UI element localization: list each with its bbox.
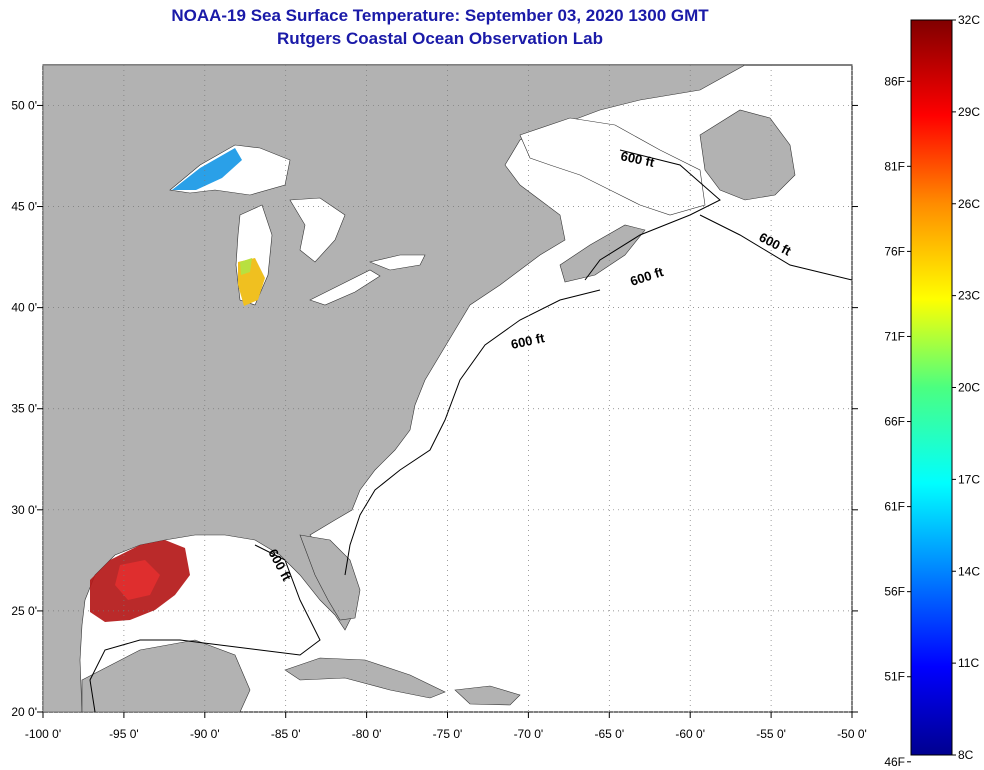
lat-tick-label: 40 0' bbox=[11, 301, 37, 315]
colorbar-label-f: 86F bbox=[884, 74, 905, 88]
land-hispaniola bbox=[454, 685, 521, 706]
colorbar-label-f: 56F bbox=[884, 585, 905, 599]
lon-tick-label: -100 0' bbox=[25, 727, 61, 741]
map-subtitle: Rutgers Coastal Ocean Observation Lab bbox=[277, 29, 603, 48]
lon-tick-label: -70 0' bbox=[514, 727, 544, 741]
lon-tick-label: -85 0' bbox=[271, 727, 301, 741]
land-newfoundland bbox=[699, 109, 796, 201]
lat-tick-label: 50 0' bbox=[11, 98, 37, 112]
contour-600ft-gulf bbox=[89, 544, 321, 712]
lon-tick-label: -55 0' bbox=[756, 727, 786, 741]
lat-tick-label: 20 0' bbox=[11, 705, 37, 719]
land-yucatan bbox=[81, 639, 251, 712]
lat-tick-label: 35 0' bbox=[11, 402, 37, 416]
lon-tick-label: -90 0' bbox=[190, 727, 220, 741]
lake-huron bbox=[289, 197, 346, 263]
colorbar-label-c: 26C bbox=[958, 197, 980, 211]
lake-ontario bbox=[369, 254, 426, 271]
colorbar-label-f: 61F bbox=[884, 500, 905, 514]
colorbar-label-c: 11C bbox=[958, 656, 979, 670]
colorbar-label-c: 32C bbox=[958, 13, 980, 27]
lat-tick-label: 45 0' bbox=[11, 200, 37, 214]
land-nova-scotia bbox=[559, 224, 646, 283]
lat-tick-label: 30 0' bbox=[11, 503, 37, 517]
colorbar-label-f: 71F bbox=[884, 329, 905, 343]
colorbar-labels: 32C 29C 26C 23C 20C 17C 14C 11C 8C 86F 81F 76F 71F 66… bbox=[884, 13, 980, 769]
map-title: NOAA-19 Sea Surface Temperature: Septemb… bbox=[171, 6, 709, 25]
lon-tick-label: -75 0' bbox=[433, 727, 463, 741]
colorbar bbox=[910, 19, 953, 756]
colorbar-label-c: 29C bbox=[958, 105, 980, 119]
lon-tick-label: -95 0' bbox=[109, 727, 139, 741]
lon-tick-label: -60 0' bbox=[675, 727, 705, 741]
lon-tick-label: -65 0' bbox=[594, 727, 624, 741]
colorbar-label-c: 14C bbox=[958, 564, 980, 578]
land-florida bbox=[299, 534, 361, 621]
colorbar-label-f: 46F bbox=[884, 755, 905, 769]
contour-label-newfoundland: 600 ft bbox=[619, 148, 656, 170]
colorbar-label-f: 66F bbox=[884, 415, 905, 429]
sst-gulf-speckle bbox=[115, 560, 160, 600]
lat-tick-label: 25 0' bbox=[11, 604, 37, 618]
colorbar-label-c: 20C bbox=[958, 381, 980, 395]
lon-tick-label: -80 0' bbox=[352, 727, 382, 741]
colorbar-label-f: 81F bbox=[884, 159, 905, 173]
lon-tick-label: -50 0' bbox=[837, 727, 867, 741]
sst-lake-superior bbox=[172, 148, 242, 190]
axis-ticks: -100 0' -95 0' -90 0' -85 0' -80 0' -75 0' -70… bbox=[11, 98, 866, 741]
colorbar-label-f: 76F bbox=[884, 244, 905, 258]
sst-lake-michigan-mid bbox=[240, 258, 252, 275]
water-gulf-st-lawrence bbox=[519, 117, 706, 216]
lake-erie bbox=[309, 269, 381, 306]
land-north-america bbox=[43, 65, 746, 712]
colorbar-label-c: 8C bbox=[958, 748, 974, 762]
colorbar-label-c: 23C bbox=[958, 289, 980, 303]
colorbar-label-c: 17C bbox=[958, 472, 980, 486]
contour-label-new-england: 600 ft bbox=[510, 330, 547, 352]
land-cuba bbox=[284, 657, 446, 699]
colorbar-label-f: 51F bbox=[884, 670, 905, 684]
